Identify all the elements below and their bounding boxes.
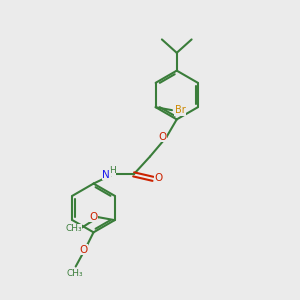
Text: CH₃: CH₃ <box>67 268 83 278</box>
Text: O: O <box>79 244 87 255</box>
Text: Br: Br <box>175 105 186 115</box>
Text: O: O <box>158 132 166 142</box>
Text: H: H <box>109 166 116 175</box>
Text: O: O <box>90 212 98 222</box>
Text: N: N <box>102 170 110 180</box>
Text: CH₃: CH₃ <box>65 224 82 233</box>
Text: O: O <box>154 173 162 183</box>
